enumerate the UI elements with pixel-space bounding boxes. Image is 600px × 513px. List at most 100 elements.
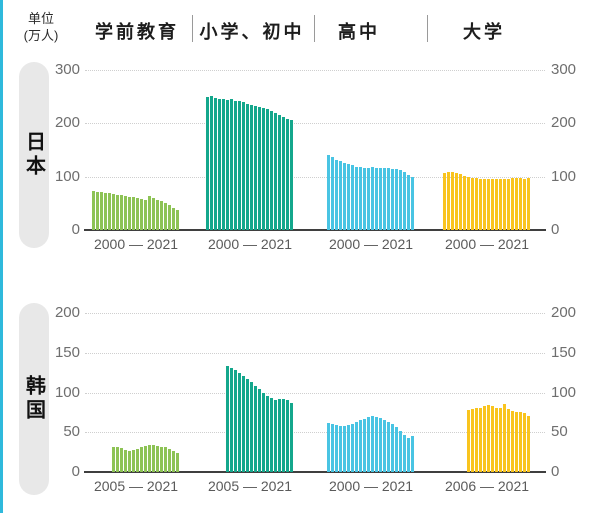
bar-year-2020: [407, 437, 410, 472]
bar-year-2007: [355, 166, 358, 230]
bar-year-2008: [475, 178, 478, 230]
y-tick-left-100: 100: [54, 383, 80, 401]
bar-year-2005: [226, 99, 229, 230]
y-tick-left-0: 0: [71, 463, 80, 480]
chart-panel-korea: 200 200 150 150 100 100 50 50 0 0 2005 — 2021 2005 …: [0, 304, 600, 502]
bar-group-1-2: [327, 313, 415, 472]
bar-year-2008: [238, 101, 241, 230]
bar-year-2010: [132, 197, 135, 230]
category-label-primary-school: 小学、初中: [199, 22, 305, 42]
unit-label-line1: 单位: [27, 11, 54, 26]
x-range-label-1-1: 2005 — 2021: [207, 478, 293, 494]
bar-year-2013: [144, 445, 147, 472]
bar-year-2017: [274, 113, 277, 230]
bar-year-2007: [120, 195, 123, 230]
bar-year-2010: [246, 379, 249, 472]
bar-year-2016: [156, 445, 159, 472]
bar-year-2018: [278, 115, 281, 230]
bar-year-2012: [140, 447, 143, 472]
gridline-200: [85, 123, 545, 125]
bar-group-0-2: [327, 70, 415, 230]
bar-year-2016: [270, 111, 273, 230]
bar-year-2012: [375, 167, 378, 230]
x-range-label-0-2: 2000 — 2021: [328, 236, 414, 252]
y-tick-right-300: 300: [551, 61, 577, 78]
bar-year-2016: [391, 168, 394, 230]
x-range-label-0-3: 2000 — 2021: [444, 236, 530, 252]
bar-year-2001: [331, 157, 334, 230]
bar-year-2017: [160, 446, 163, 472]
bar-year-2017: [274, 399, 277, 472]
bar-year-2011: [250, 104, 253, 230]
bar-year-2007: [471, 409, 474, 472]
x-range-label-1-0: 2005 — 2021: [93, 478, 179, 494]
bar-year-2011: [371, 167, 374, 230]
category-label-high-school: 高中: [338, 22, 380, 42]
gridline-200: [85, 313, 545, 314]
bar-year-2006: [351, 165, 354, 230]
category-label-university: 大学: [463, 22, 505, 42]
bar-year-2021: [411, 436, 414, 472]
x-range-label-0-0: 2000 — 2021: [93, 236, 179, 252]
bar-year-2015: [387, 168, 390, 230]
y-tick-left-0: 0: [71, 221, 80, 238]
bar-year-2004: [222, 99, 225, 230]
bar-year-2015: [152, 444, 155, 472]
bar-year-2017: [395, 169, 398, 230]
unit-label-line2: (万人): [23, 27, 59, 43]
bar-group-1-1: [206, 313, 294, 472]
bar-year-2002: [451, 172, 454, 230]
gridline-50: [85, 432, 545, 434]
bar-year-2004: [108, 193, 111, 230]
bar-year-2020: [172, 207, 175, 230]
category-label-preschool: 学前教育: [95, 22, 179, 42]
bar-year-2004: [343, 425, 346, 472]
bar-year-2021: [527, 178, 530, 230]
bar-group-0-3: [443, 70, 531, 230]
bar-group-0-1: [206, 70, 294, 230]
bar-year-2009: [479, 407, 482, 472]
bar-year-2010: [367, 417, 370, 472]
bar-year-2018: [515, 178, 518, 230]
bar-year-2008: [475, 408, 478, 472]
bar-year-2011: [136, 198, 139, 230]
bar-year-2016: [391, 424, 394, 472]
bar-year-2011: [487, 405, 490, 472]
y-tick-right-150: 150: [551, 343, 577, 361]
bar-year-2014: [383, 168, 386, 230]
chart-panel-japan: 300 300 200 200 100 100 0 0 2000 — 2021 2000 — 20…: [0, 61, 600, 260]
y-tick-left-200: 200: [54, 114, 80, 132]
bar-year-2000: [206, 96, 209, 230]
bar-year-2006: [116, 447, 119, 472]
bar-year-2013: [495, 179, 498, 230]
bar-year-2012: [140, 199, 143, 230]
bar-year-2012: [491, 178, 494, 230]
y-tick-right-200: 200: [551, 114, 577, 132]
y-tick-left-100: 100: [54, 167, 80, 185]
bar-year-2018: [164, 202, 167, 230]
bar-year-2019: [282, 116, 285, 230]
bar-year-2007: [355, 421, 358, 472]
bar-year-2009: [242, 375, 245, 472]
bar-year-2012: [375, 417, 378, 472]
bar-year-2020: [172, 451, 175, 472]
bar-year-2009: [128, 450, 131, 472]
bar-year-2001: [331, 423, 334, 472]
bar-year-2007: [471, 177, 474, 230]
bar-year-2021: [290, 402, 293, 472]
bar-year-2021: [176, 452, 179, 472]
bar-year-2008: [359, 420, 362, 472]
bar-year-2004: [343, 162, 346, 230]
category-divider: [192, 15, 193, 42]
bar-year-2005: [112, 194, 115, 230]
gridline-300: [85, 70, 545, 71]
bar-year-2011: [487, 178, 490, 230]
bar-year-2005: [463, 175, 466, 230]
bar-year-2010: [483, 179, 486, 230]
bar-year-2003: [455, 172, 458, 230]
y-tick-right-100: 100: [551, 167, 577, 185]
bar-year-2018: [278, 398, 281, 472]
bar-year-2001: [447, 172, 450, 230]
x-range-label-1-3: 2006 — 2021: [444, 478, 530, 494]
bar-year-2017: [511, 410, 514, 472]
